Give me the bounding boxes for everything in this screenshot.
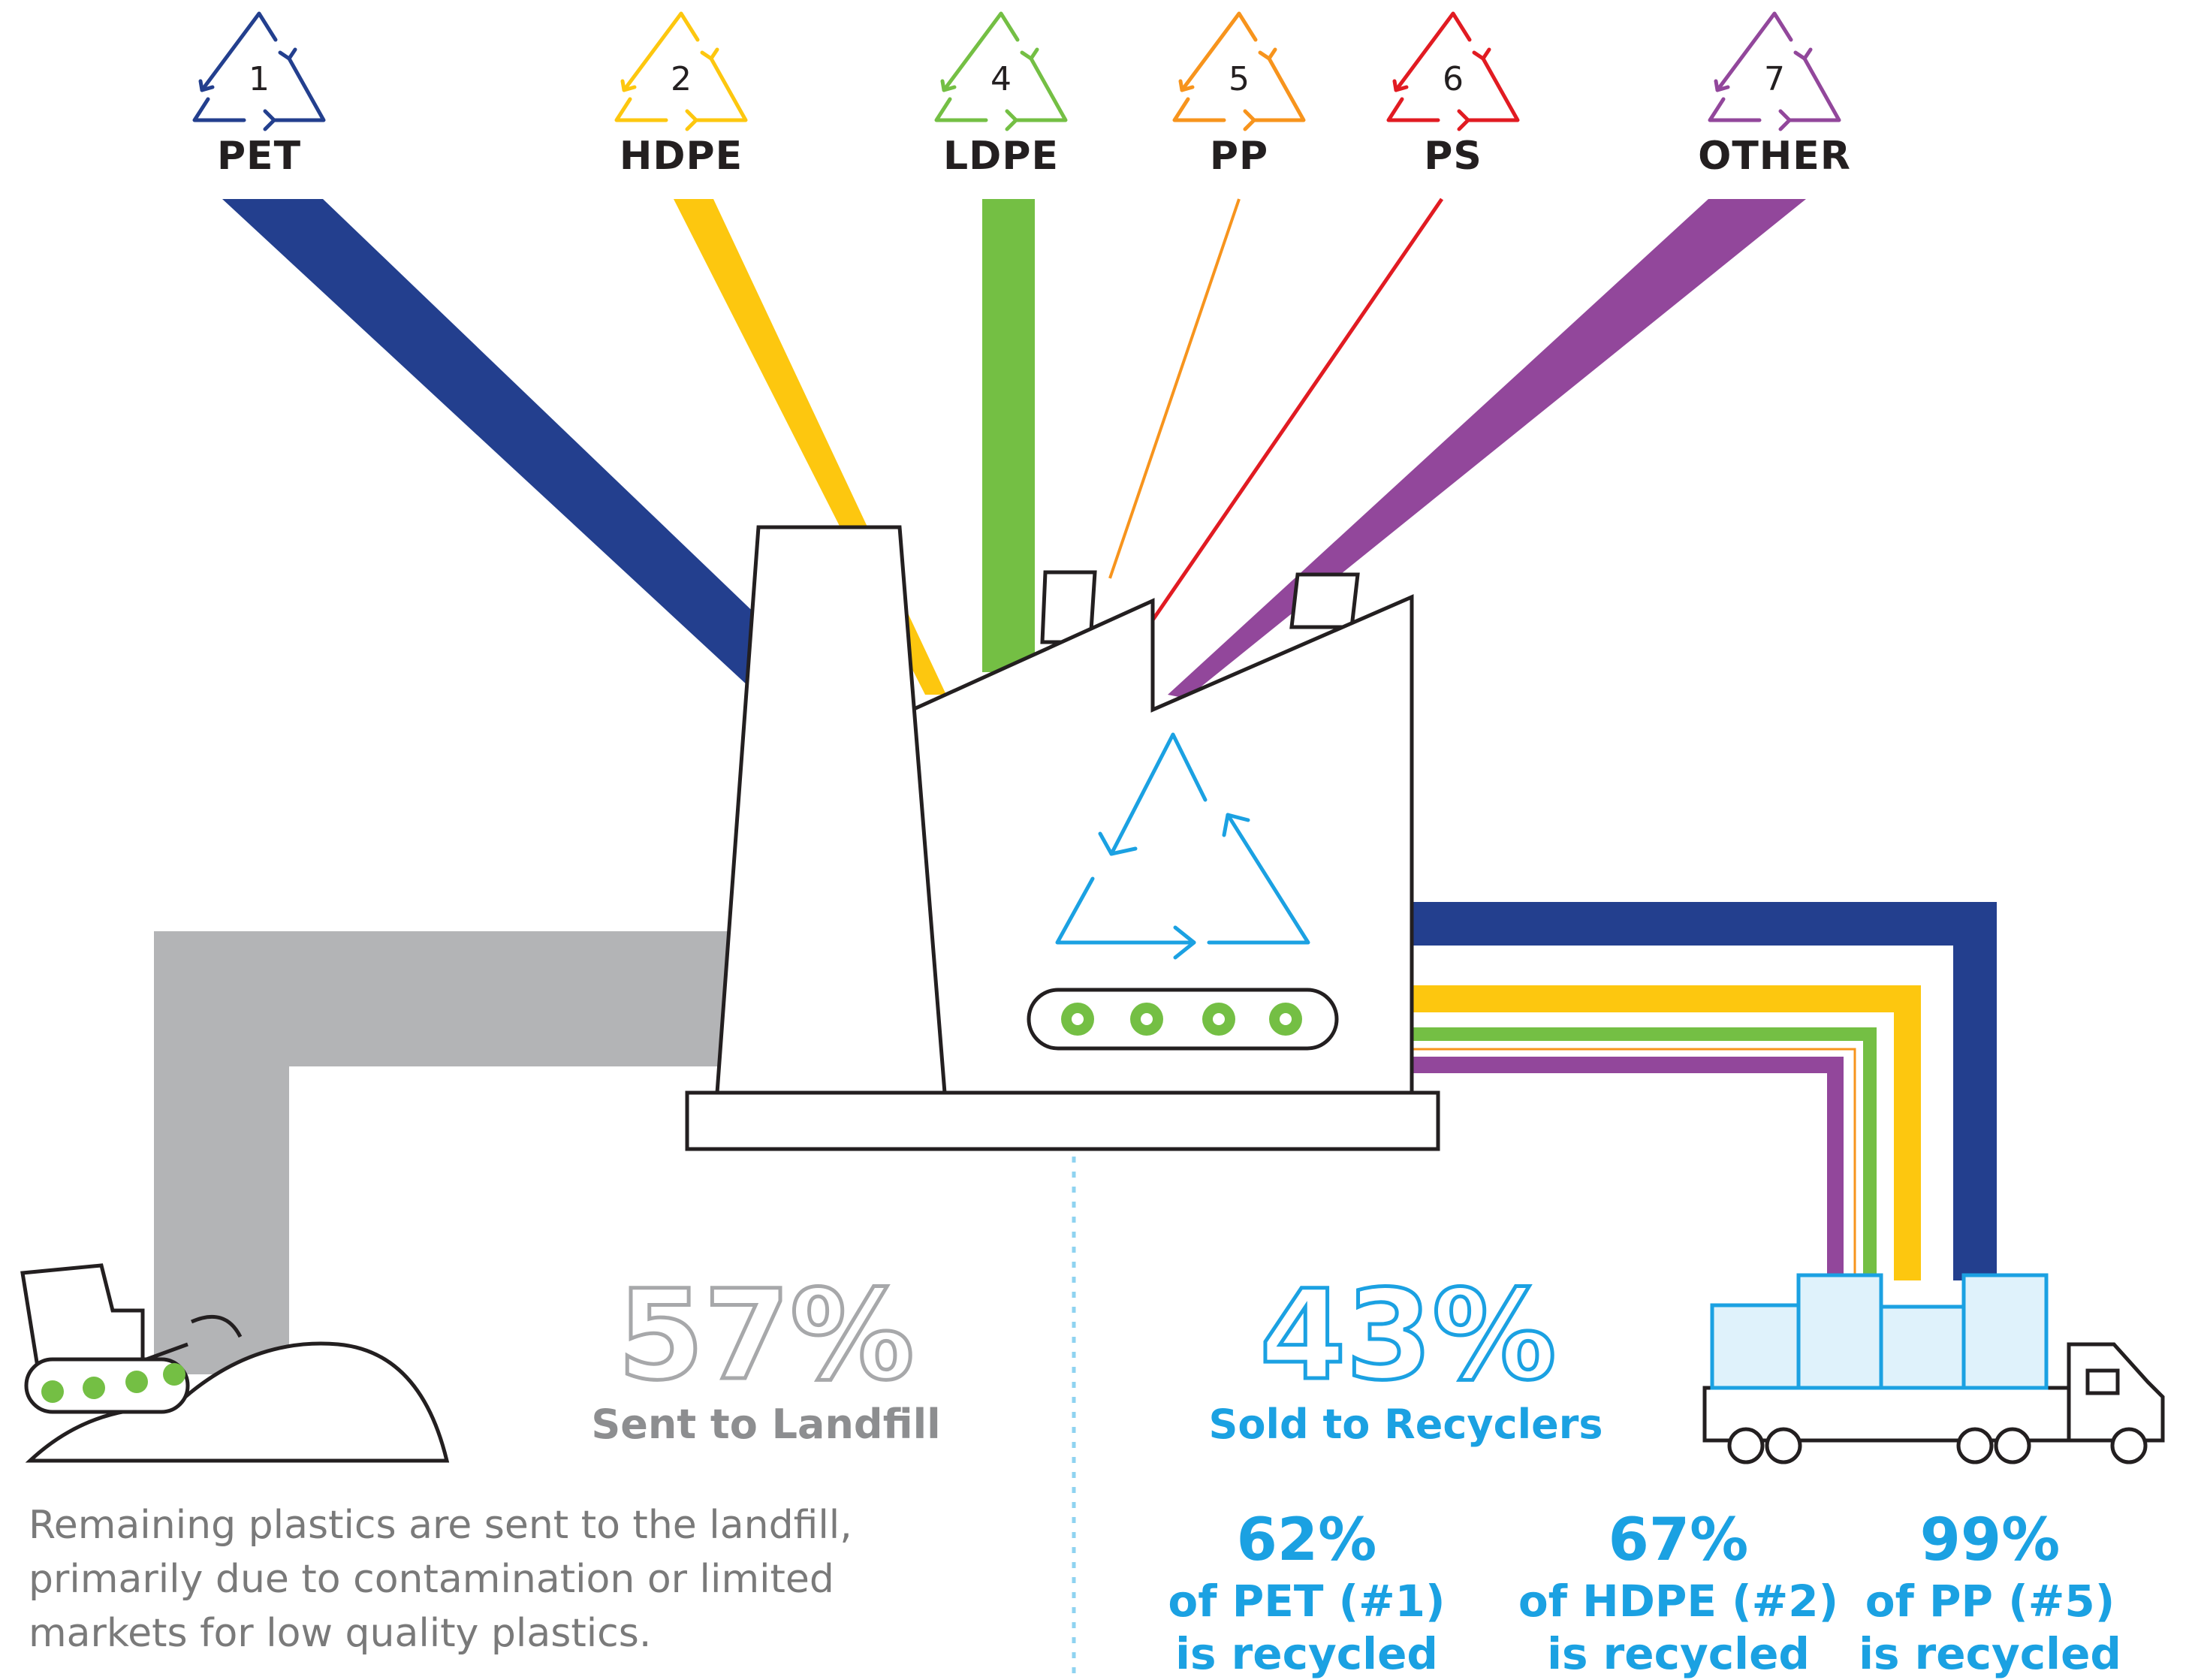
code-name-ldpe: LDPE [943,134,1059,179]
flow-pet [222,199,781,687]
recycle-triangle-icon-hdpe [614,11,748,131]
code-number-pp: 5 [1229,60,1250,98]
factory-icon [685,525,1440,1151]
code-name-pp: PP [1209,134,1269,179]
landfill-description-line: primarily due to contamination or limite… [29,1557,834,1602]
flow-ps [1148,198,1444,625]
landfill-label: Sent to Landfill [591,1401,941,1448]
flow-pp [1108,198,1241,579]
landfill-description: Remaining plastics are sent to the landf… [29,1498,1020,1660]
code-number-other: 7 [1764,60,1785,98]
stat-pp-line2: is recycled [1859,1628,2121,1679]
code-name-pet: PET [216,134,302,179]
factory-smokestack-small-2 [1289,572,1360,629]
stat-hdpe-percent: 67% [1608,1507,1749,1574]
stat-pet-percent: 62% [1236,1507,1377,1574]
factory-base [685,1090,1440,1151]
landfill-description-line: markets for low quality plastics. [29,1611,652,1656]
stat-hdpe-line2: is recycled [1547,1628,1810,1679]
out-flow-landfill [154,931,751,1374]
landfill-description-line: Remaining plastics are sent to the landf… [29,1503,852,1548]
landfill-percent: 57% [618,1263,915,1407]
recycle-code-icons [192,11,1841,131]
stat-hdpe-line1: of HDPE (#2) [1518,1576,1839,1627]
stat-pp-line1: of PP (#5) [1865,1576,2115,1627]
recyclers-percent: 43% [1260,1263,1557,1407]
recycle-triangle-icon-other [1708,11,1841,131]
recyclers-label: Sold to Recyclers [1208,1401,1603,1448]
code-name-ps: PS [1424,134,1482,179]
bulldozer-icon [20,1263,450,1463]
out-flow-pp [1412,1048,1856,1280]
stat-pp-percent: 99% [1919,1507,2061,1574]
recycle-triangle-icon-ps [1386,11,1520,131]
plastic-bale-icon [1710,1273,2049,1390]
stat-hdpe: 67% of HDPE (#2) is recycled [1483,1506,1874,1680]
recycle-triangle-icon-pp [1172,11,1306,131]
code-number-ps: 6 [1443,60,1464,98]
factory-conveyor [1027,988,1339,1051]
stat-pet-line2: is recycled [1175,1628,1438,1679]
recycle-triangle-icon-ldpe [934,11,1068,131]
code-number-hdpe: 2 [671,60,692,98]
factory-recycle-icon [1055,732,1310,960]
landfill-mound [25,1341,450,1463]
flow-ldpe [982,199,1035,672]
out-flow-ldpe [1412,1027,1877,1280]
recycle-triangle-icon-pet [192,11,326,131]
stat-pp: 99% of PP (#5) is recycled [1795,1506,2185,1680]
out-flow-hdpe [1412,985,1921,1280]
code-name-hdpe: HDPE [619,134,743,179]
factory-tall-chimney [715,525,947,1095]
stat-pet-line1: of PET (#1) [1168,1576,1446,1627]
out-flow-other [1412,1057,1844,1280]
stat-pet: 62% of PET (#1) is recycled [1111,1506,1502,1680]
flow-other [1168,199,1806,698]
code-number-pet: 1 [249,60,270,98]
code-number-ldpe: 4 [990,60,1012,98]
output-flows-recyclers [1412,902,1997,1280]
input-flows [222,198,1806,698]
out-flow-pet [1412,902,1997,1280]
code-name-other: OTHER [1698,134,1851,179]
